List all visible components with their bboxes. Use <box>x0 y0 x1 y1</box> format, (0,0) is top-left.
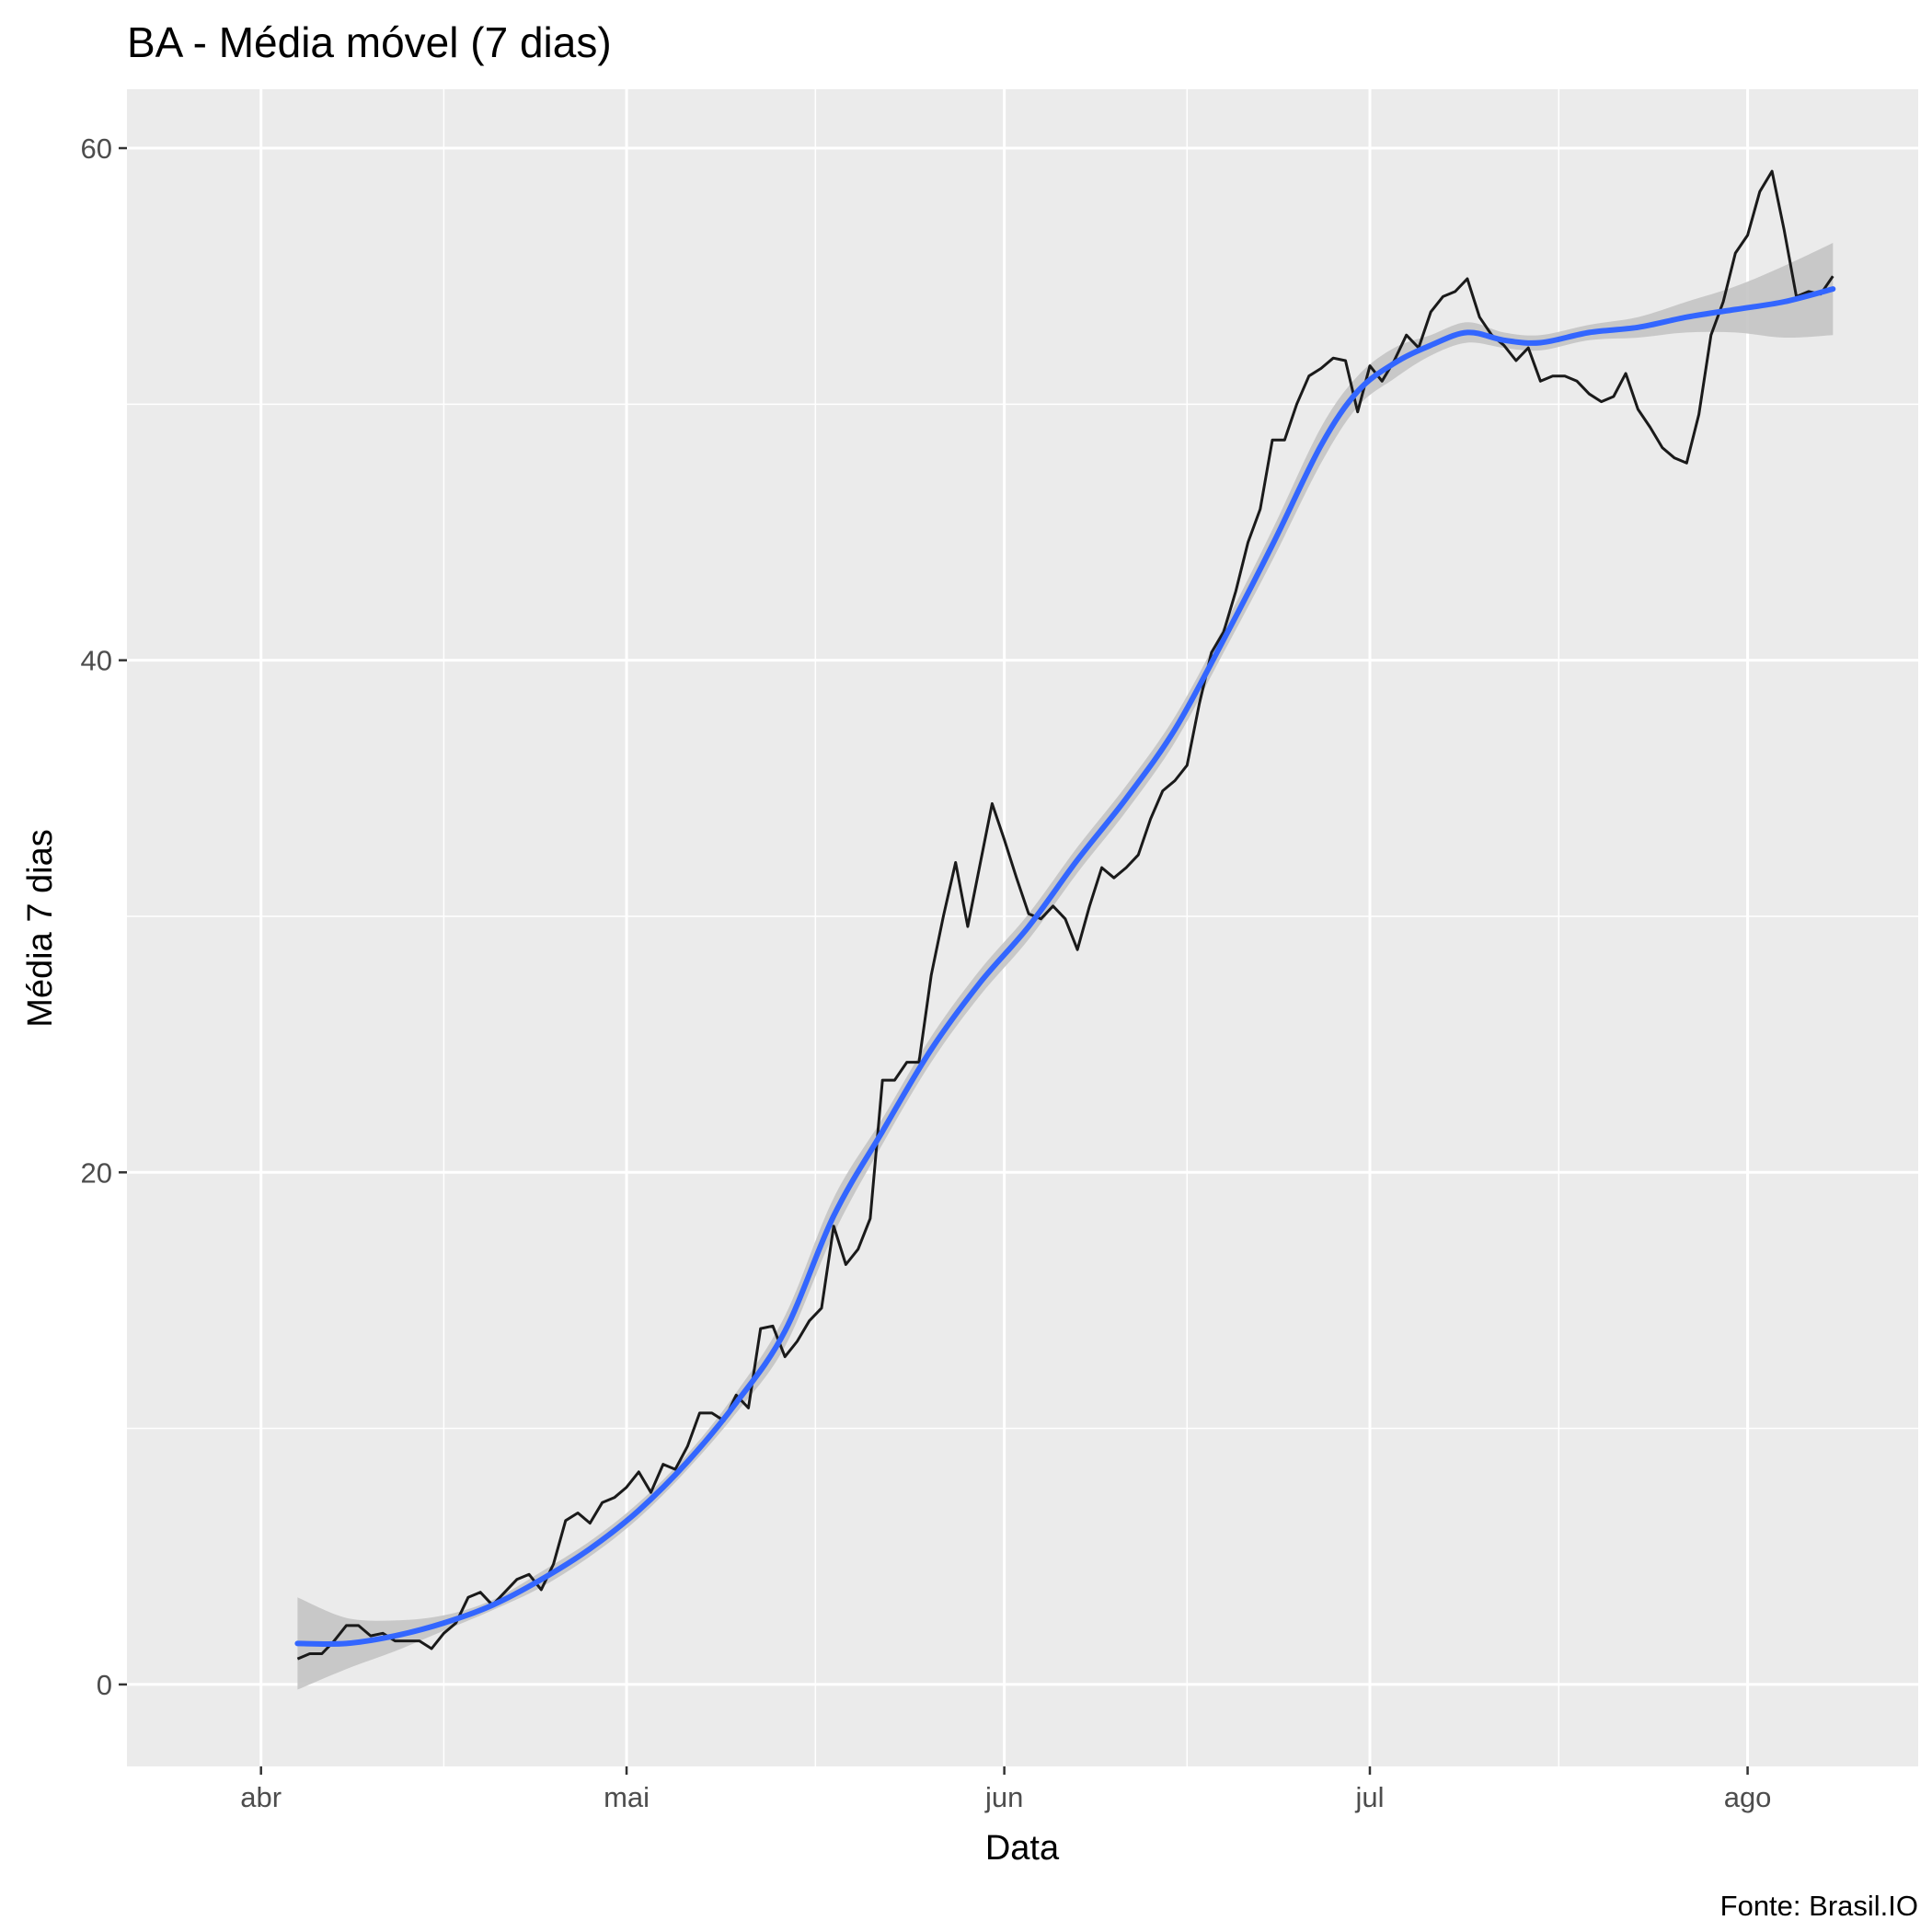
x-tick-label: jul <box>1354 1781 1384 1813</box>
grid-major <box>127 89 1918 1766</box>
smooth-line-layer <box>294 286 1836 1648</box>
y-tick-label: 20 <box>81 1156 112 1189</box>
x-axis: abr mai jun jul ago <box>240 1766 1771 1813</box>
caption: Fonte: Brasil.IO <box>1720 1890 1918 1922</box>
x-tick-label: ago <box>1724 1781 1772 1813</box>
series-line <box>296 169 1834 1661</box>
x-tick-label: mai <box>604 1781 650 1813</box>
x-tick-label: abr <box>240 1781 282 1813</box>
y-axis: 0 20 40 60 <box>81 132 127 1701</box>
grid-minor <box>127 89 1918 1766</box>
chart-title: BA - Média móvel (7 dias) <box>127 18 612 66</box>
series-line-layer <box>296 169 1834 1661</box>
y-tick-label: 40 <box>81 645 112 677</box>
y-tick-label: 0 <box>97 1669 112 1701</box>
smooth-trend-line <box>294 286 1836 1648</box>
y-axis-title: Média 7 dias <box>21 829 60 1027</box>
x-axis-title: Data <box>985 1829 1060 1868</box>
x-tick-label: jun <box>984 1781 1023 1813</box>
y-tick-label: 60 <box>81 132 112 165</box>
